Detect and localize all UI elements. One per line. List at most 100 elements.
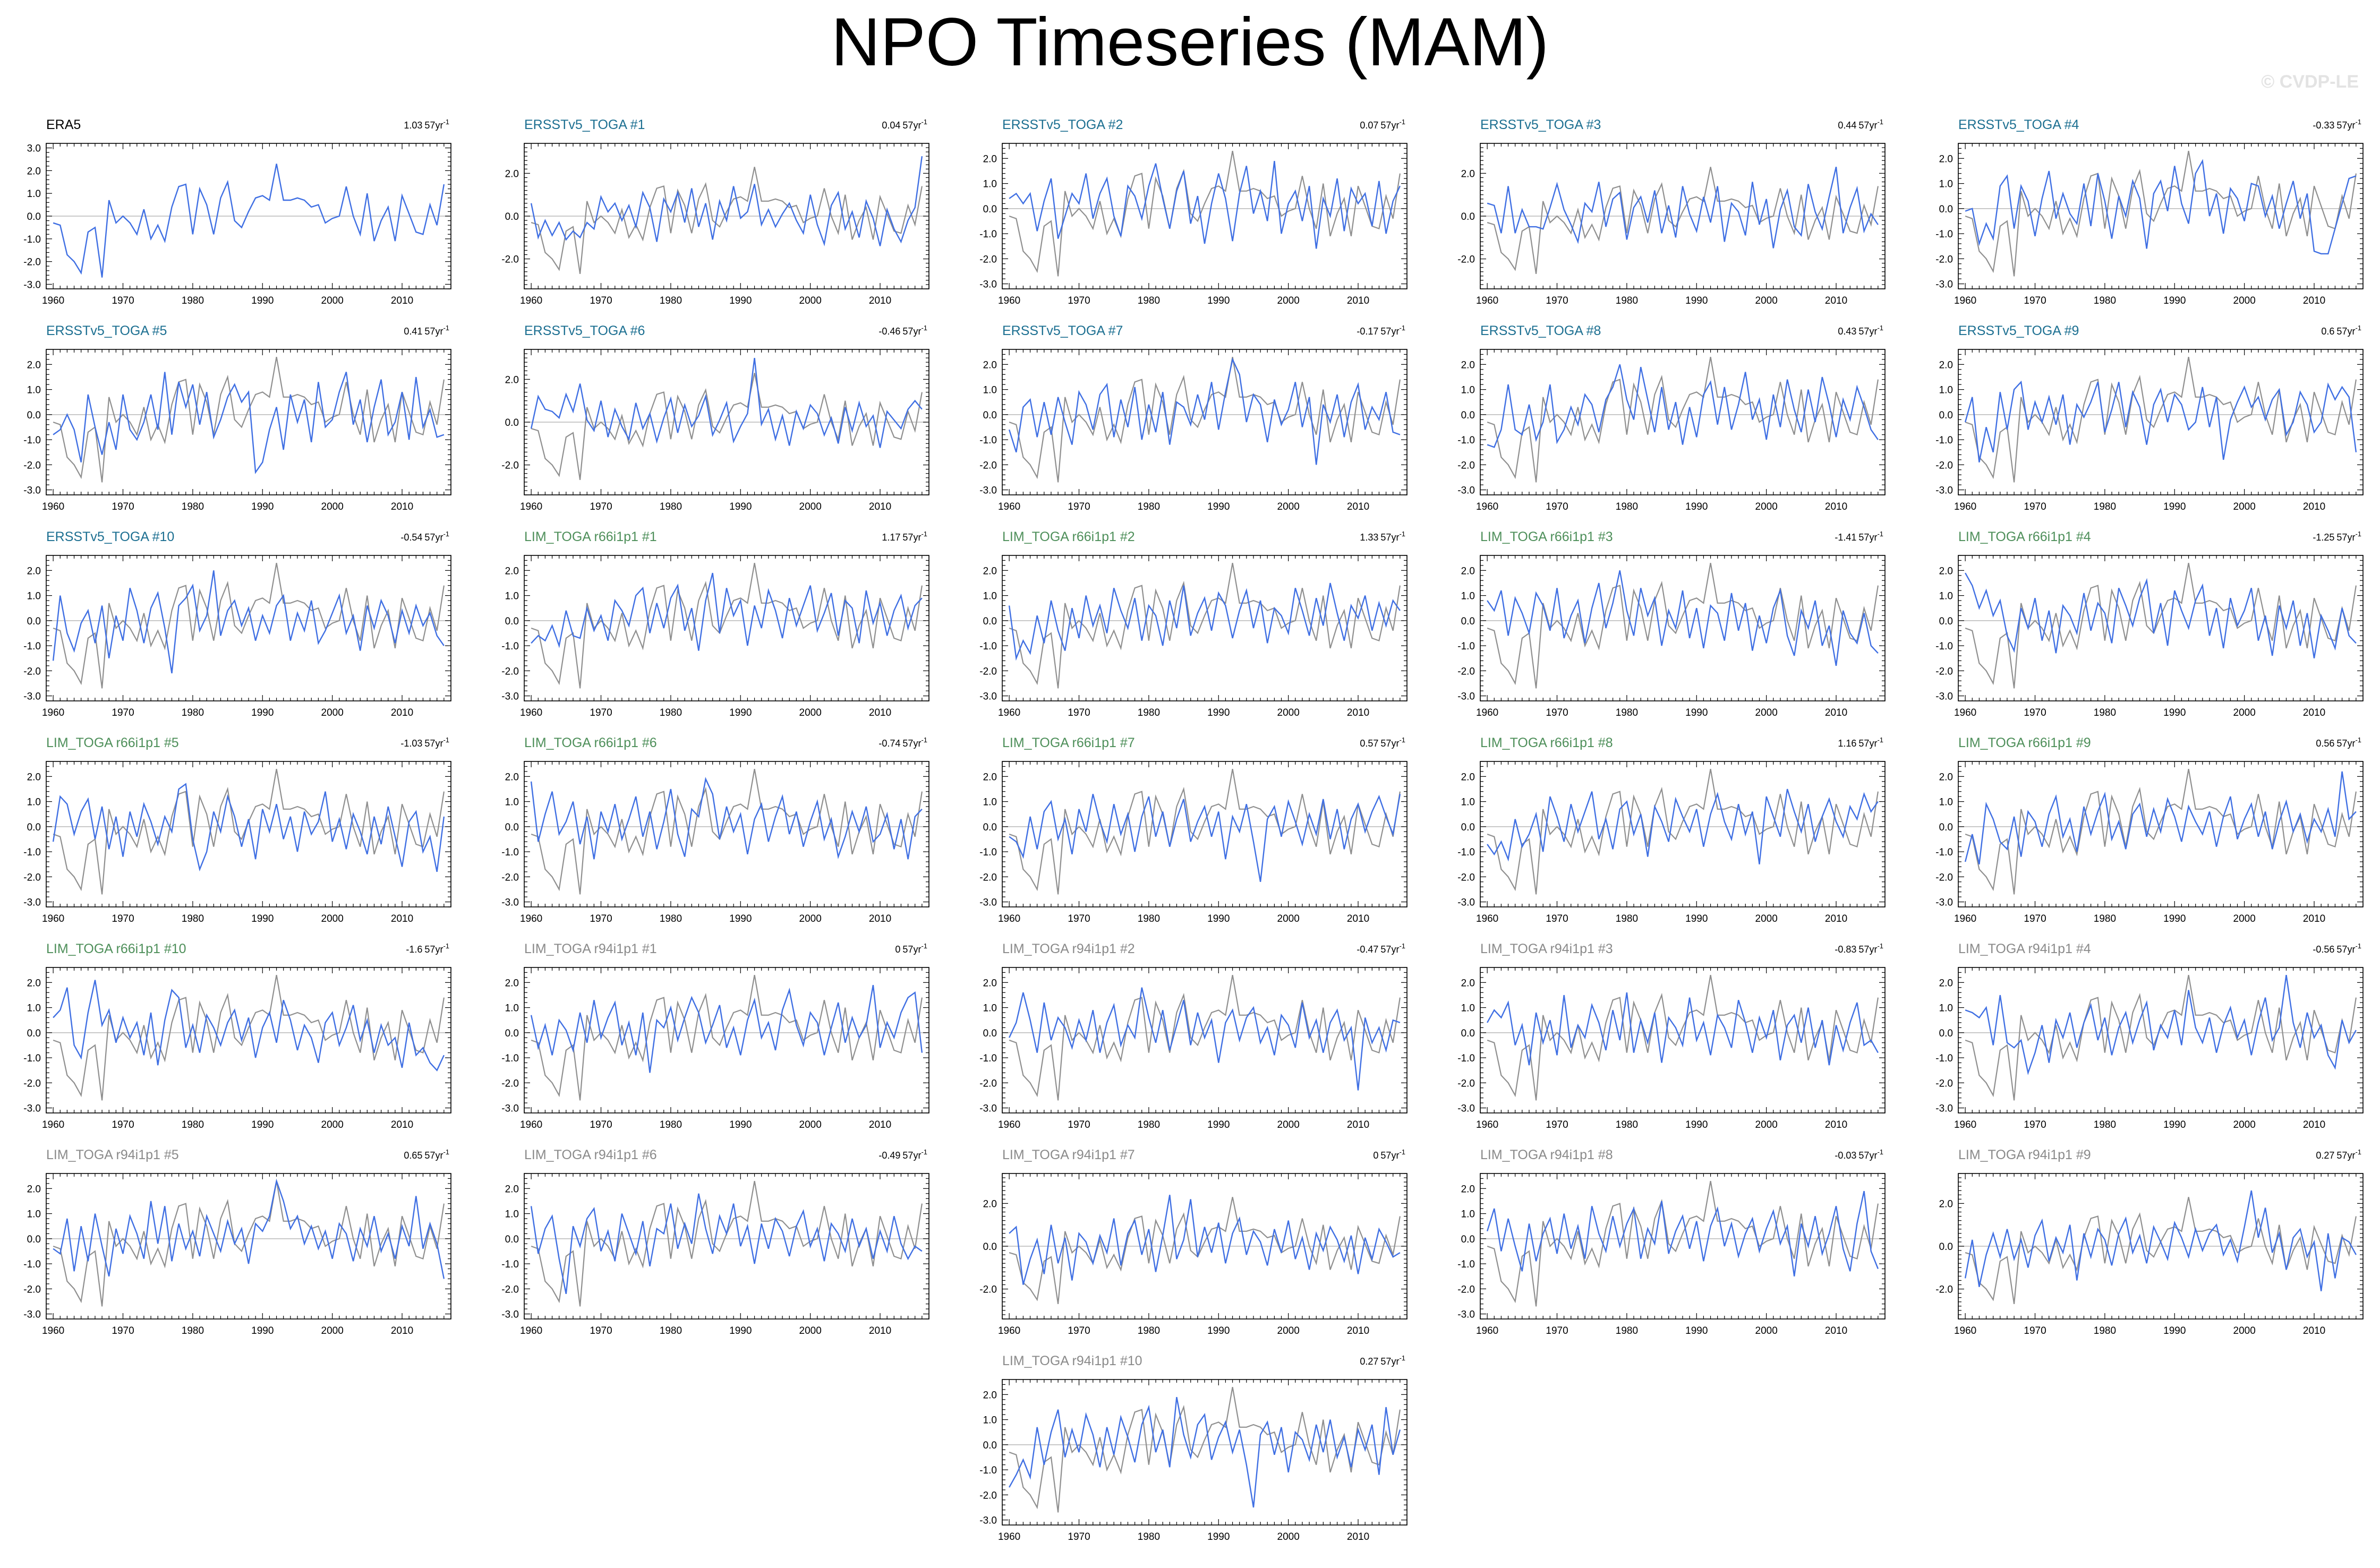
timeseries-panel: LIM_TOGA r66i1p1 #3 -1.41 57yr-1 1960 1970 19… <box>1434 521 1912 723</box>
trend-exponent: -1 <box>1877 118 1883 126</box>
trend-unit: 57yr <box>1380 944 1399 955</box>
trend-value: -0.47 <box>1357 944 1378 955</box>
panel-chart-svg: ERSSTv5_TOGA #1 0.04 57yr-1 1960 1970 1980 199… <box>501 117 929 306</box>
timeseries-panel: ERSSTv5_TOGA #4 -0.33 57yr-1 1960 1970 1980 19… <box>1912 109 2380 311</box>
panel-chart-svg: LIM_TOGA r94i1p1 #4 -0.56 57yr-1 1960 1970 19… <box>1935 941 2364 1130</box>
member-series-line <box>530 984 923 1073</box>
x-tick-label: 1990 <box>1207 707 1230 718</box>
y-tick-label: 0.0 <box>505 616 519 627</box>
y-tick-label: -2.0 <box>979 666 997 677</box>
trend-value: 0.07 <box>1360 120 1378 131</box>
x-tick-label: 1970 <box>1068 913 1090 924</box>
x-tick-label: 1960 <box>1476 501 1498 512</box>
y-tick-label: -3.0 <box>501 1103 519 1115</box>
y-tick-label: 0.0 <box>1461 616 1475 627</box>
x-tick-label: 1970 <box>590 707 612 718</box>
x-tick-label: 2010 <box>1347 707 1369 718</box>
trend-value: -0.33 <box>2313 120 2334 131</box>
member-series-line <box>1487 992 1879 1066</box>
y-tick-label: -1.0 <box>1935 641 1953 652</box>
timeseries-panel: ERSSTv5_TOGA #9 0.6 57yr-1 1960 1970 1980 1990… <box>1912 315 2380 517</box>
y-tick-label: -2.0 <box>979 1078 997 1089</box>
x-tick-label: 2000 <box>1277 501 1300 512</box>
x-tick-label: 1990 <box>1207 913 1230 924</box>
trend-exponent: -1 <box>1399 118 1405 126</box>
trend-exponent: -1 <box>1399 530 1405 538</box>
trend-label: 0.44 57yr-1 <box>1838 118 1883 131</box>
trend-value: 1.16 <box>1838 738 1856 749</box>
y-tick-label: 2.0 <box>983 359 997 371</box>
x-tick-label: 1980 <box>660 295 682 306</box>
x-tick-label: 2000 <box>2233 913 2256 924</box>
x-tick-label: 1980 <box>1616 295 1638 306</box>
trend-unit: 57yr <box>1858 326 1877 337</box>
y-tick-label: -2.0 <box>979 460 997 471</box>
x-tick-label: 1970 <box>112 501 134 512</box>
y-tick-label: 3.0 <box>27 143 41 155</box>
y-tick-label: 2.0 <box>27 166 41 177</box>
panel-chart-svg: ERSSTv5_TOGA #7 -0.17 57yr-1 1960 1970 1980 19… <box>979 323 1407 512</box>
x-tick-label: 2010 <box>2303 913 2325 924</box>
reference-series-line <box>1009 769 1401 895</box>
y-tick-label: 0.0 <box>505 417 519 429</box>
x-tick-label: 2010 <box>1825 1119 1847 1130</box>
trend-label: -1.25 57yr-1 <box>2313 530 2361 543</box>
trend-label: 0.41 57yr-1 <box>404 324 449 337</box>
y-tick-label: -1.0 <box>979 641 997 652</box>
y-tick-label: -2.0 <box>1457 872 1475 883</box>
y-tick-label: -3.0 <box>1935 897 1953 909</box>
x-tick-label: 1960 <box>42 501 64 512</box>
timeseries-panel: LIM_TOGA r66i1p1 #10 -1.6 57yr-1 1960 1970 19… <box>0 933 478 1135</box>
y-tick-label: -1.0 <box>23 1053 41 1064</box>
y-tick-label: 2.0 <box>505 772 519 783</box>
member-series-line <box>1487 789 1879 864</box>
x-tick-label: 1990 <box>1685 707 1708 718</box>
member-series-line <box>1009 794 1401 882</box>
panel-chart-svg: ERSSTv5_TOGA #9 0.6 57yr-1 1960 1970 1980 1990… <box>1935 323 2364 512</box>
x-tick-label: 2000 <box>799 707 822 718</box>
y-tick-label: 1.0 <box>983 591 997 602</box>
x-tick-label: 1970 <box>2024 913 2046 924</box>
timeseries-panel: ERSSTv5_TOGA #7 -0.17 57yr-1 1960 1970 1980 19… <box>956 315 1434 517</box>
trend-value: -1.41 <box>1835 532 1856 543</box>
y-tick-label: -3.0 <box>1457 691 1475 702</box>
y-tick-label: -1.0 <box>23 234 41 245</box>
x-tick-label: 1960 <box>1954 707 1976 718</box>
trend-exponent: -1 <box>2355 530 2361 538</box>
x-tick-label: 2010 <box>1347 1119 1369 1130</box>
trend-exponent: -1 <box>921 118 927 126</box>
reference-series-line <box>1965 357 2357 483</box>
x-tick-label: 1980 <box>1138 707 1160 718</box>
panel-title: LIM_TOGA r94i1p1 #3 <box>1480 941 1613 956</box>
trend-unit: 57yr <box>2336 120 2355 131</box>
x-tick-label: 1960 <box>1954 913 1976 924</box>
x-tick-label: 2010 <box>391 707 413 718</box>
trend-value: -0.56 <box>2313 944 2334 955</box>
y-tick-label: -3.0 <box>979 691 997 702</box>
trend-value: 0.56 <box>2316 738 2334 749</box>
reference-series-line <box>53 975 445 1101</box>
reference-series-line <box>53 563 445 689</box>
y-tick-label: 0.0 <box>27 410 41 421</box>
member-series-line <box>53 980 445 1072</box>
reference-series-line <box>531 975 923 1101</box>
x-tick-label: 2000 <box>1755 913 1778 924</box>
trend-label: -0.83 57yr-1 <box>1835 942 1883 955</box>
y-tick-label: -3.0 <box>501 897 519 909</box>
panel-chart-svg: LIM_TOGA r94i1p1 #3 -0.83 57yr-1 1960 1970 19… <box>1457 941 1886 1130</box>
member-series-line <box>1965 159 2357 255</box>
y-tick-label: -1.0 <box>1457 1053 1475 1064</box>
trend-label: -0.47 57yr-1 <box>1357 942 1405 955</box>
x-tick-label: 1970 <box>2024 295 2046 306</box>
x-tick-label: 1990 <box>729 295 752 306</box>
y-tick-label: 1.0 <box>505 591 519 602</box>
trend-value: -0.74 <box>878 738 900 749</box>
x-tick-label: 1990 <box>251 295 274 306</box>
panel-chart-svg: LIM_TOGA r66i1p1 #10 -1.6 57yr-1 1960 1970 19… <box>23 941 451 1130</box>
x-tick-label: 1980 <box>1138 913 1160 924</box>
trend-value: 0.04 <box>882 120 900 131</box>
y-tick-label: -3.0 <box>1935 279 1953 290</box>
trend-value: 0.6 <box>2321 326 2334 337</box>
trend-unit: 57yr <box>1380 120 1399 131</box>
trend-value: -0.17 <box>1357 326 1378 337</box>
